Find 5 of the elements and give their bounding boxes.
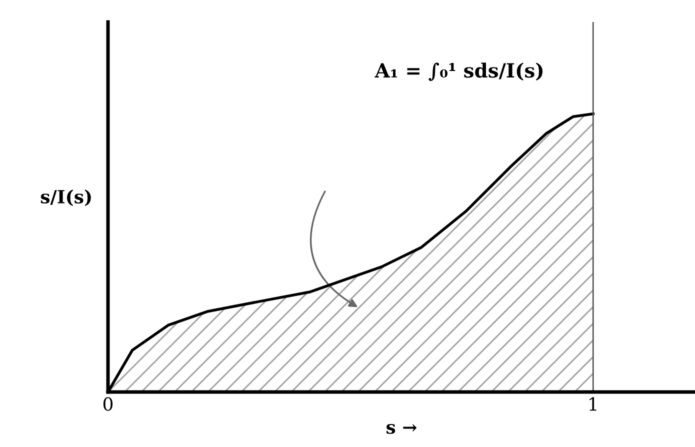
x-axis-title: s → (386, 424, 417, 434)
y-axis-title: s/I(s) (40, 190, 91, 206)
x-tick-label: 0 (103, 397, 113, 411)
text: A₁ = ∫₀¹ sds/I(s) (374, 62, 542, 81)
x-tick-label: 1 (590, 397, 596, 411)
